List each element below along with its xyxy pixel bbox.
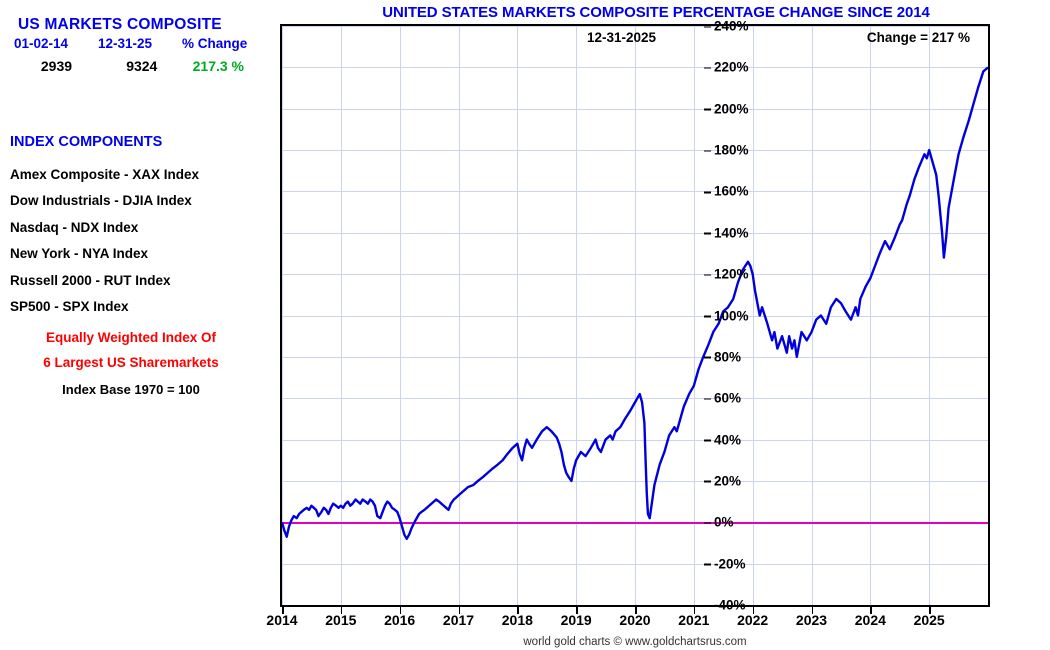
gridline-vertical <box>576 26 578 605</box>
x-axis-tick-label: 2023 <box>795 612 828 628</box>
chart-plot-area: 12-31-2025 Change = 217 % <box>280 24 990 607</box>
info-panel: US MARKETS COMPOSITE 01-02-14 12-31-25 %… <box>0 0 262 650</box>
list-item: Dow Industrials - DJIA Index <box>10 193 192 208</box>
annotation-change: Change = 217 % <box>866 30 970 45</box>
y-axis-tick-label: 60% <box>703 390 742 406</box>
list-item: Amex Composite - XAX Index <box>10 166 200 182</box>
zero-reference-line <box>282 522 988 524</box>
gridline-vertical <box>870 26 872 605</box>
end-value: 9324 <box>126 58 158 74</box>
y-axis-tick-label: 100% <box>704 308 749 323</box>
y-axis-tick-label: 180% <box>704 142 749 158</box>
list-item: Nasdaq - NDX Index <box>10 219 139 235</box>
y-axis-tick-label: 160% <box>704 183 749 199</box>
x-axis-tick-mark <box>517 607 519 614</box>
x-axis-tick-mark <box>693 607 696 614</box>
end-date-header: 12-31-25 <box>98 36 153 51</box>
note-line-3: Index Base 1970 = 100 <box>62 382 200 397</box>
x-axis-tick-mark <box>340 607 343 614</box>
x-axis-tick-label: 2018 <box>501 612 533 628</box>
x-axis-tick-label: 2021 <box>678 612 710 628</box>
y-axis-tick-label: 0% <box>704 514 734 530</box>
gridline-vertical <box>693 26 695 605</box>
gridline-vertical <box>752 26 754 605</box>
y-axis-tick-label: 200% <box>704 101 749 117</box>
annotation-date: 12-31-2025 <box>587 30 657 45</box>
change-header: % Change <box>182 36 248 51</box>
x-axis-tick-label: 2022 <box>737 612 769 628</box>
y-axis-tick-label: 240% <box>704 18 749 34</box>
list-item: SP500 - SPX Index <box>10 299 129 314</box>
index-components-list: Amex Composite - XAX Index Dow Industria… <box>10 155 260 315</box>
gridline-vertical <box>517 26 519 605</box>
x-axis-tick-mark <box>870 607 872 614</box>
start-date-header: 01-02-14 <box>14 36 69 51</box>
x-axis-tick-mark <box>399 607 402 614</box>
y-axis-tick-label: -40% <box>704 597 746 613</box>
x-axis-tick-label: 2019 <box>560 612 592 628</box>
y-axis-tick-label: 220% <box>704 59 749 75</box>
gridline-vertical <box>458 26 460 605</box>
composite-values: 2939 9324 217.3 % <box>14 58 260 74</box>
x-axis-tick-label: 2024 <box>854 612 886 628</box>
list-item: Russell 2000 - RUT Index <box>10 272 171 288</box>
x-axis-tick-mark <box>752 607 755 614</box>
note-line-1: Equally Weighted Index Of <box>45 330 217 345</box>
gridline-vertical <box>399 26 401 605</box>
y-axis-tick-label: 40% <box>703 432 742 448</box>
x-axis-tick-mark <box>635 607 637 614</box>
composite-title: US MARKETS COMPOSITE <box>18 16 222 33</box>
change-value: 217.3 % <box>192 58 244 74</box>
data-series-line <box>282 66 988 541</box>
note-line-2: 6 Largest US Sharemarkets <box>43 355 219 370</box>
index-components-title: INDEX COMPONENTS <box>10 134 163 150</box>
x-axis-tick-label: 2015 <box>325 612 357 628</box>
x-axis-tick-mark <box>576 607 578 614</box>
x-axis-tick-mark <box>811 607 814 614</box>
gridline-vertical <box>340 26 342 605</box>
gridline-vertical <box>635 26 636 605</box>
start-value: 2939 <box>40 58 73 74</box>
x-axis-tick-label: 2025 <box>913 612 945 628</box>
chart-title: UNITED STATES MARKETS COMPOSITE PERCENTA… <box>382 4 930 21</box>
x-axis-tick-label: 2017 <box>442 612 475 628</box>
y-axis-tick-label: 20% <box>703 473 742 489</box>
y-axis-tick-label: 120% <box>704 266 749 282</box>
chart-canvas <box>282 26 988 605</box>
x-axis-tick-mark <box>458 607 461 614</box>
index-note: Equally Weighted Index Of 6 Largest US S… <box>0 330 262 397</box>
y-axis-tick-label: -20% <box>704 556 746 572</box>
y-axis-tick-label: 80% <box>703 349 742 365</box>
gridline-vertical <box>282 26 283 605</box>
chart-credit: world gold charts © www.goldchartsrus.co… <box>523 636 747 648</box>
list-item: New York - NYA Index <box>10 246 149 261</box>
y-axis-tick-label: 140% <box>704 225 749 241</box>
composite-column-headers: 01-02-14 12-31-25 % Change <box>14 36 260 51</box>
gridline-vertical <box>811 26 813 605</box>
gridline-vertical <box>929 26 931 605</box>
x-axis-tick-mark <box>282 607 284 614</box>
x-axis-tick-label: 2014 <box>266 612 298 628</box>
x-axis-tick-label: 2016 <box>384 612 416 628</box>
x-axis-tick-mark <box>929 607 931 614</box>
x-axis-tick-label: 2020 <box>619 612 651 628</box>
